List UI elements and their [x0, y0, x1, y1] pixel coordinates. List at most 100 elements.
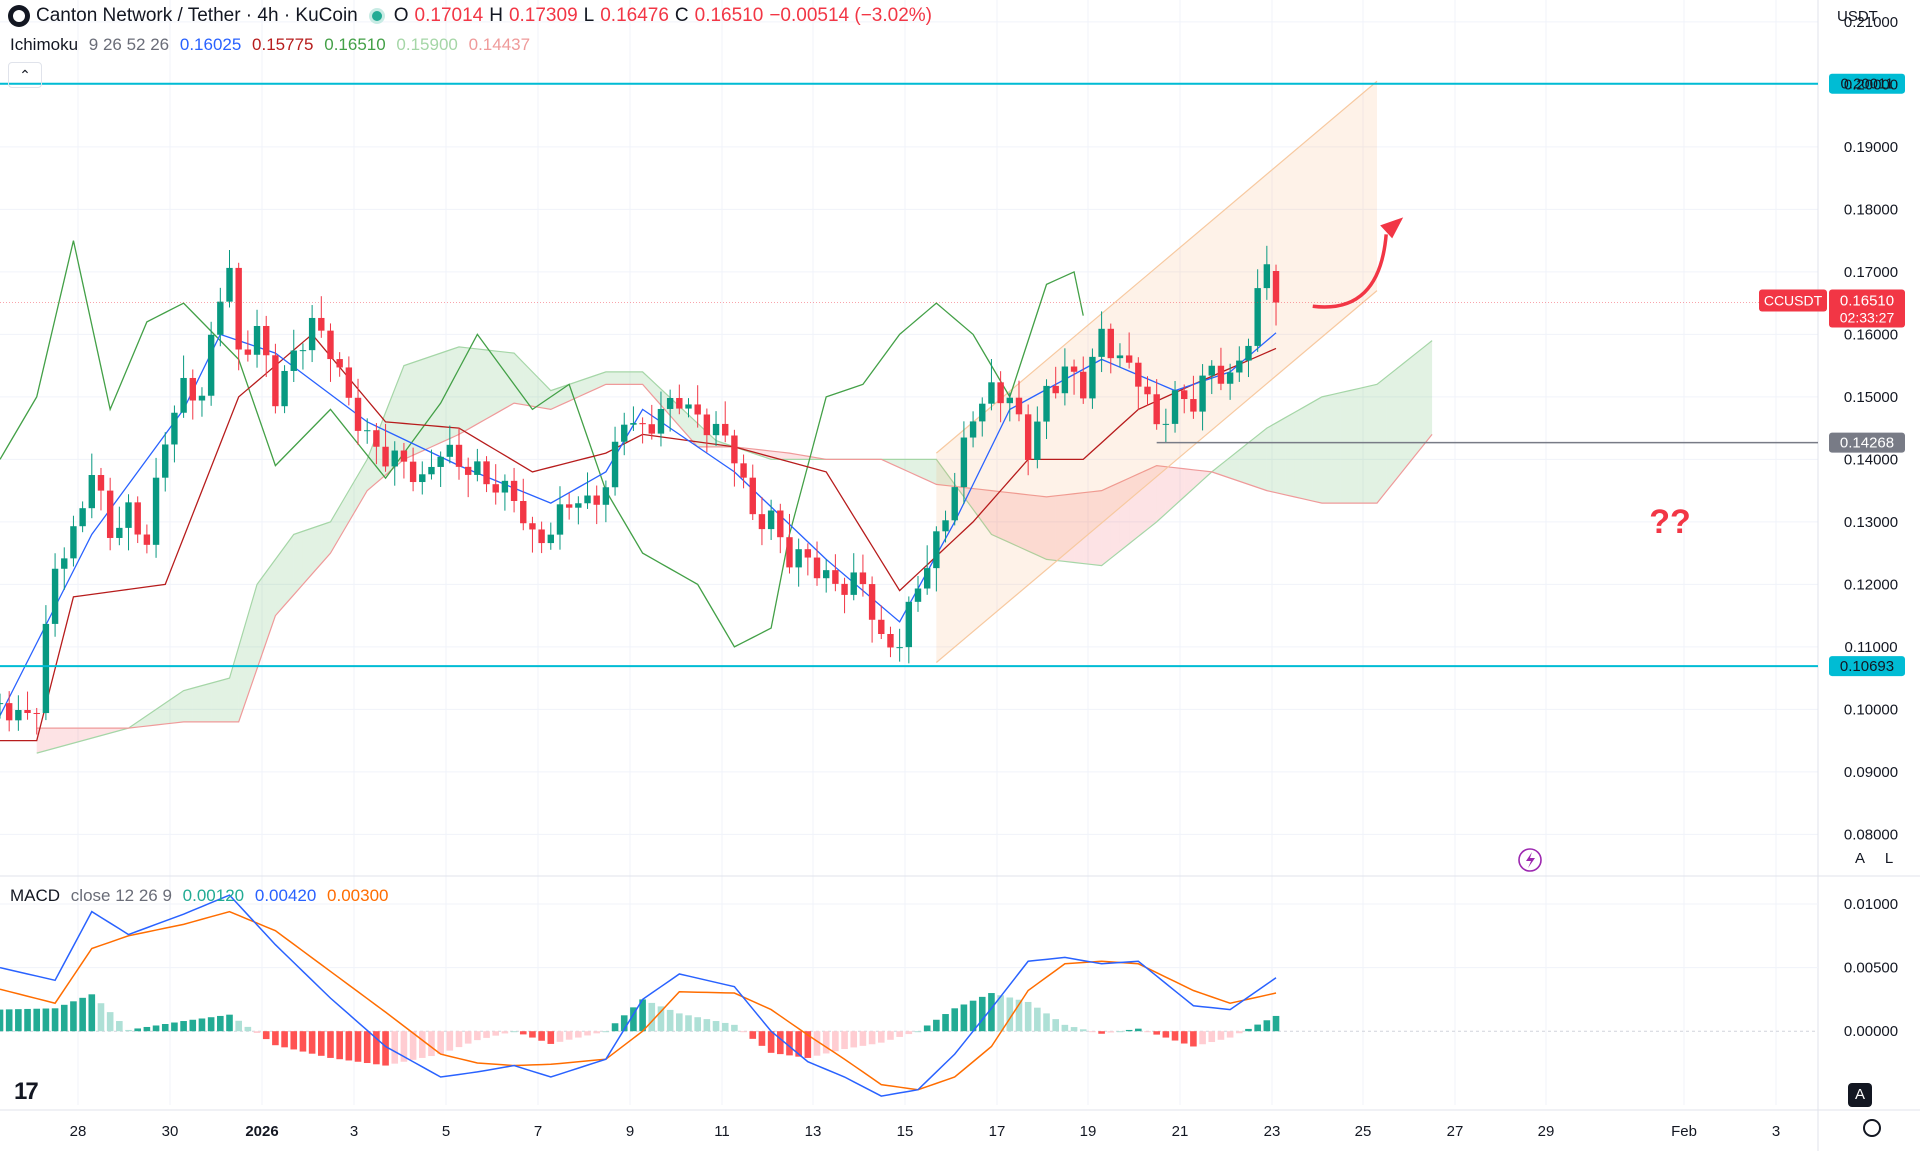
cloud-segment: [1230, 450, 1240, 482]
candle-body: [1263, 264, 1271, 289]
cloud-segment: [257, 571, 267, 669]
ticker-tag-bg: [1759, 289, 1827, 312]
candle-body: [354, 397, 362, 431]
cloud-segment: [651, 380, 661, 406]
candle-body: [464, 466, 472, 475]
cloud-segment: [321, 521, 331, 564]
cloud-segment: [367, 435, 377, 491]
candle-body: [217, 301, 224, 335]
cloud-segment: [1028, 494, 1038, 556]
collapse-legend-button[interactable]: ⌃: [8, 62, 42, 88]
candle-body: [1190, 399, 1197, 412]
candle-body: [813, 557, 821, 579]
macd-histogram-bar: [905, 1031, 913, 1035]
cloud-segment: [963, 487, 974, 510]
macd-signal-line: [0, 910, 1277, 1091]
macd-histogram-bar: [1135, 1028, 1142, 1032]
candle-body: [786, 537, 793, 568]
cloud-segment: [1239, 442, 1249, 485]
candle-body: [244, 349, 252, 355]
ichimoku-params: 9 26 52 26: [88, 35, 170, 54]
settings-icon[interactable]: [1863, 1119, 1881, 1137]
chikou-line: [0, 240, 1084, 648]
ichimoku-legend[interactable]: Ichimoku 9 26 52 26 0.16025 0.15775 0.16…: [10, 35, 536, 55]
time-tick-label: 3: [1772, 1123, 1780, 1140]
macd-histogram-bar: [391, 1031, 399, 1064]
candle-body: [1116, 355, 1124, 359]
candle-body: [1080, 371, 1087, 399]
channel-upper-line: [935, 80, 1378, 454]
macd-histogram-bar: [795, 1031, 802, 1057]
macd-histogram-bar: [244, 1026, 252, 1032]
auto-button[interactable]: A: [1848, 1083, 1872, 1107]
cloud-segment: [1009, 492, 1019, 547]
cloud-segment: [1349, 388, 1359, 504]
cloud-segment: [991, 490, 1001, 539]
macd-histogram-bar: [703, 1019, 711, 1032]
time-tick-label: 2026: [245, 1123, 278, 1140]
cloud-segment: [422, 356, 432, 452]
candle-countdown-label: 02:33:27: [1840, 310, 1895, 326]
macd-histogram-bar: [281, 1031, 288, 1048]
cloud-segment: [403, 362, 414, 460]
candle-body: [529, 523, 536, 530]
macd-histogram-bar: [217, 1015, 224, 1032]
macd-histogram-bar: [189, 1019, 197, 1032]
candle-body: [703, 414, 711, 436]
log-scale-button[interactable]: L: [1884, 850, 1894, 867]
price-tick-label: 0.20000: [1844, 76, 1898, 93]
cloud-segment: [1064, 493, 1075, 563]
macd-histogram-bar: [1144, 1031, 1151, 1033]
candle-body: [1162, 423, 1170, 425]
macd-histogram-bar: [620, 1015, 628, 1032]
candle-body: [520, 500, 527, 524]
cloud-segment: [1074, 492, 1084, 564]
currency-label[interactable]: USDT: [1837, 8, 1878, 25]
candle-body: [896, 647, 903, 649]
candle-body: [823, 570, 830, 579]
macd-histogram-bar: [740, 1031, 747, 1033]
cloud-segment: [1395, 362, 1405, 481]
macd-histogram-bar: [1171, 1031, 1179, 1041]
level-price-label: 0.10693: [1840, 658, 1894, 675]
cloud-segment: [1312, 396, 1322, 504]
cloud-segment: [1367, 384, 1377, 504]
cloud-segment: [312, 525, 322, 574]
cloud-segment: [780, 452, 790, 460]
macd-histogram-bar: [253, 1031, 261, 1033]
level-price-label: 0.14268: [1840, 435, 1894, 452]
macd-histogram-bar: [24, 1008, 31, 1032]
price-tick-label: 0.17000: [1844, 264, 1898, 281]
macd-histogram-bar: [1034, 1007, 1041, 1032]
macd-histogram-bar: [1098, 1031, 1105, 1034]
cloud-segment: [1422, 340, 1433, 446]
candle-body: [933, 531, 940, 569]
macd-legend[interactable]: MACD close 12 26 9 0.00120 0.00420 0.003…: [10, 886, 395, 906]
candle-body: [391, 450, 398, 467]
candle-body: [584, 495, 591, 504]
cloud-segment: [495, 351, 505, 414]
candle-body: [299, 350, 307, 352]
candle-body: [942, 520, 949, 532]
price-tick-label: 0.12000: [1844, 576, 1898, 593]
ascending-channel: [935, 80, 1378, 663]
macd-histogram-bar: [308, 1031, 316, 1054]
candle-body: [373, 430, 380, 447]
cloud-segment: [514, 353, 524, 405]
cloud-segment: [36, 728, 46, 754]
cloud-segment: [1386, 369, 1396, 492]
macd-histogram-bar: [1024, 1001, 1032, 1032]
time-tick-label: 25: [1355, 1123, 1372, 1140]
cloud-segment: [1000, 491, 1010, 543]
ticker-tag-label: CCUSDT: [1764, 293, 1823, 309]
candle-body: [61, 558, 68, 569]
auto-scale-button[interactable]: A: [1854, 850, 1865, 867]
cloud-segment: [890, 459, 900, 468]
macd-histogram-bar: [547, 1031, 555, 1044]
candle-body: [722, 423, 729, 436]
candle-body: [428, 466, 435, 475]
symbol-title[interactable]: Canton Network / Tether · 4h · KuCoin: [36, 5, 358, 26]
macd-histogram-bar: [0, 1009, 4, 1032]
macd-histogram-bar: [923, 1025, 931, 1032]
